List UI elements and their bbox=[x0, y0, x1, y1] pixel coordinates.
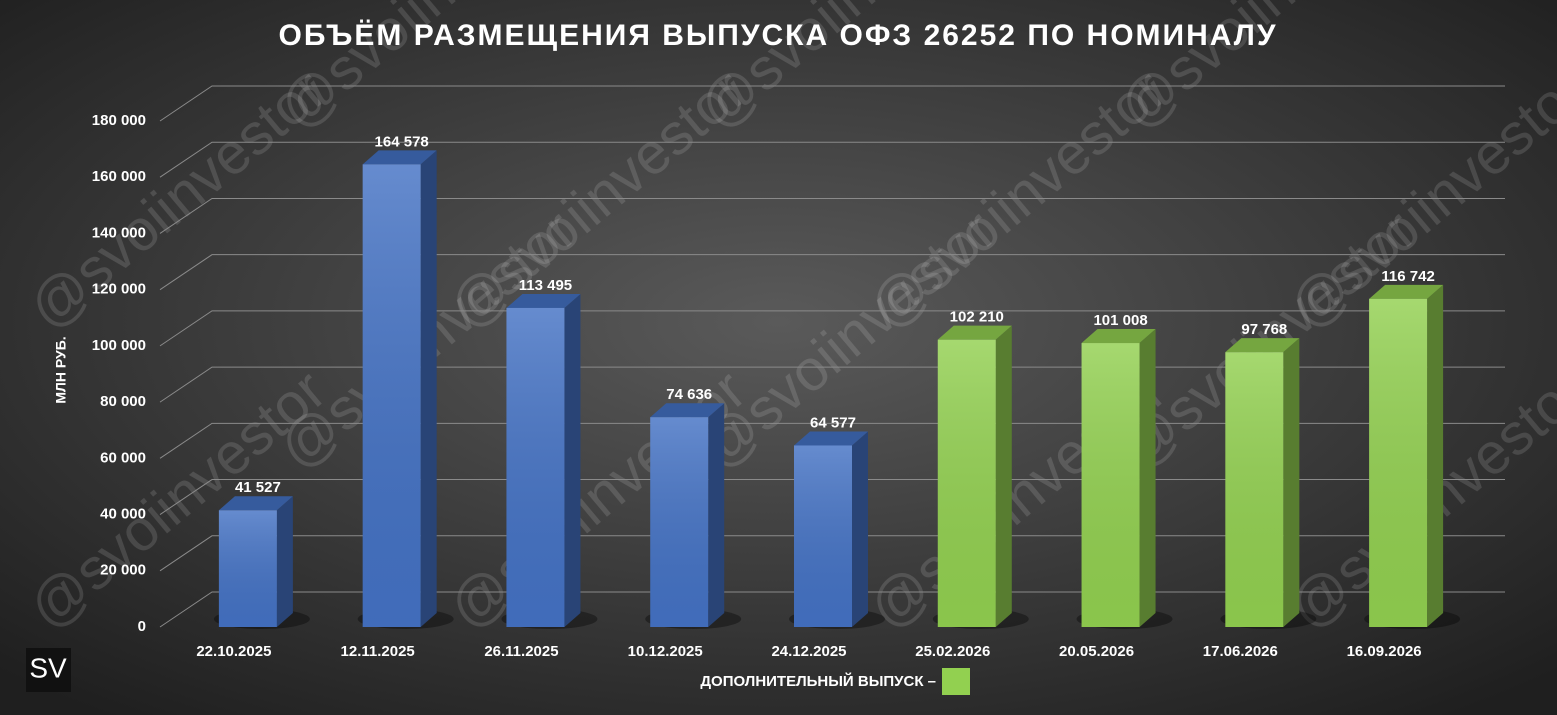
bar-side bbox=[852, 431, 868, 627]
grid-line bbox=[159, 254, 1505, 291]
bar-shine bbox=[506, 307, 565, 627]
bar-shine bbox=[794, 445, 852, 627]
value-label: 102 210 bbox=[950, 309, 1004, 326]
bar-shine bbox=[362, 164, 421, 627]
grid-line bbox=[159, 197, 1505, 234]
y-tick-label: 60 000 bbox=[100, 449, 146, 466]
y-tick-label: 100 000 bbox=[92, 337, 146, 354]
bar-top bbox=[218, 496, 293, 511]
grid-line bbox=[159, 591, 1505, 628]
x-tick-label: 25.02.2026 bbox=[915, 643, 990, 660]
bar-side bbox=[708, 403, 725, 627]
chart-title: ОБЪЁМ РАЗМЕЩЕНИЯ ВЫПУСКА ОФЗ 26252 ПО НО… bbox=[278, 19, 1277, 52]
bar-side bbox=[564, 293, 581, 627]
y-tick-label: 0 bbox=[138, 618, 146, 635]
value-label: 113 495 bbox=[519, 277, 572, 294]
y-tick-label: 40 000 bbox=[100, 506, 146, 523]
value-label: 97 768 bbox=[1241, 321, 1287, 338]
value-label: 164 578 bbox=[375, 133, 429, 150]
value-label: 116 742 bbox=[1381, 268, 1434, 285]
x-tick-label: 17.06.2026 bbox=[1203, 643, 1278, 660]
grid-line bbox=[159, 85, 1505, 122]
bar-shine bbox=[218, 510, 277, 627]
bar-top bbox=[650, 403, 725, 418]
x-tick-label: 16.09.2026 bbox=[1347, 643, 1422, 660]
grid-line bbox=[159, 535, 1505, 572]
bar-shine bbox=[1081, 343, 1140, 627]
bar-shine bbox=[937, 339, 996, 627]
x-tick-label: 22.10.2025 bbox=[196, 643, 271, 660]
bar-top bbox=[794, 431, 868, 446]
value-label: 41 527 bbox=[235, 479, 281, 496]
legend-swatch bbox=[942, 668, 970, 695]
y-tick-label: 140 000 bbox=[92, 224, 146, 241]
x-tick-label: 24.12.2025 bbox=[771, 643, 846, 660]
bar-top bbox=[362, 150, 437, 165]
value-label: 101 008 bbox=[1093, 312, 1147, 329]
bar-side bbox=[1427, 284, 1444, 627]
bar-shine bbox=[1369, 298, 1428, 627]
bar-side bbox=[995, 325, 1012, 627]
bar-side bbox=[1283, 338, 1300, 627]
y-tick-label: 20 000 bbox=[100, 562, 146, 579]
bar-side bbox=[276, 496, 293, 627]
y-tick-label: 80 000 bbox=[100, 393, 146, 410]
bar-top bbox=[1225, 338, 1300, 353]
x-tick-label: 12.11.2025 bbox=[341, 643, 415, 660]
x-tick-label: 20.05.2026 bbox=[1059, 643, 1134, 660]
grid-line bbox=[159, 422, 1505, 459]
grid-line bbox=[159, 366, 1505, 403]
value-label: 64 577 bbox=[810, 414, 856, 431]
logo: SV bbox=[29, 652, 67, 683]
logo-box bbox=[26, 648, 71, 692]
y-axis-label: МЛН РУБ. bbox=[53, 336, 69, 403]
bar-top bbox=[937, 325, 1012, 340]
bar-shine bbox=[1225, 352, 1284, 627]
bar-top bbox=[1081, 329, 1156, 344]
value-label: 74 636 bbox=[666, 386, 712, 403]
x-tick-label: 26.11.2025 bbox=[484, 643, 558, 660]
y-tick-label: 180 000 bbox=[92, 112, 146, 129]
bar-side bbox=[420, 150, 437, 627]
grid-line bbox=[159, 141, 1505, 178]
grid-line bbox=[159, 479, 1505, 515]
bar-top bbox=[506, 293, 581, 308]
bar-side bbox=[1139, 329, 1156, 627]
y-tick-label: 160 000 bbox=[92, 168, 146, 185]
bar-shine bbox=[650, 417, 709, 627]
legend-label: ДОПОЛНИТЕЛЬНЫЙ ВЫПУСК – bbox=[700, 672, 936, 690]
y-tick-label: 120 000 bbox=[92, 281, 146, 298]
grid-line bbox=[159, 310, 1505, 347]
x-tick-label: 10.12.2025 bbox=[628, 643, 703, 660]
bar-top bbox=[1369, 284, 1444, 299]
